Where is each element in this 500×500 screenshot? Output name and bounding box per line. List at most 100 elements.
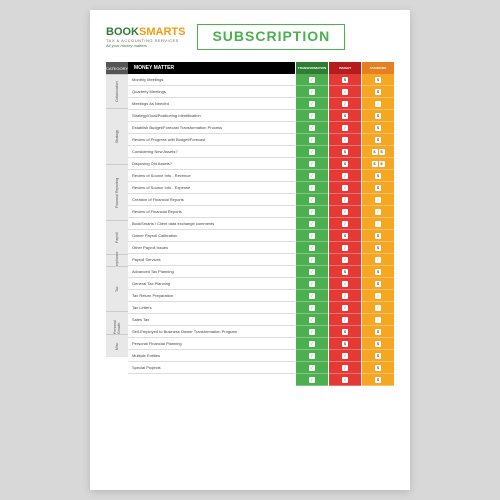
plan-cell: ✓ bbox=[296, 146, 328, 158]
plan-cell: ✓ bbox=[296, 122, 328, 134]
dollar-icon: $ bbox=[375, 233, 381, 239]
money-matter-cell: Sales Tax bbox=[128, 314, 295, 326]
plan-cell: ✓ bbox=[329, 254, 361, 266]
plan-cell: ✓ bbox=[296, 302, 328, 314]
dollar-icon: $ bbox=[375, 173, 381, 179]
money-matter-column: MONEY MATTERMonthly MeetingsQuarterly Me… bbox=[128, 62, 295, 386]
plan-cell: ✓ bbox=[296, 338, 328, 350]
check-icon: ✓ bbox=[309, 377, 315, 383]
dollar-icon: $ bbox=[342, 161, 348, 167]
check-icon: ✓ bbox=[342, 197, 348, 203]
plan-cell: ✓ bbox=[329, 98, 361, 110]
dollar-icon: $ bbox=[372, 149, 378, 155]
dollar-icon: $ bbox=[375, 365, 381, 371]
check-icon: ✓ bbox=[375, 209, 381, 215]
money-matter-cell: Creation of Financial Reports bbox=[128, 194, 295, 206]
check-icon: ✓ bbox=[342, 137, 348, 143]
dollar-icon: $ bbox=[342, 149, 348, 155]
money-matter-cell: Establish Budget/Forecast Transformation… bbox=[128, 122, 295, 134]
check-icon: ✓ bbox=[309, 221, 315, 227]
check-icon: ✓ bbox=[375, 221, 381, 227]
plan-cell: ✓ bbox=[329, 170, 361, 182]
plan-cell: ✓ bbox=[296, 182, 328, 194]
money-matter-cell: Meetings As Needed bbox=[128, 98, 295, 110]
plan-cell: ✓ bbox=[329, 374, 361, 386]
plan-cell: ✓ bbox=[329, 206, 361, 218]
check-icon: ✓ bbox=[342, 257, 348, 263]
plan-cell: $ bbox=[329, 146, 361, 158]
plan-cell: $ bbox=[362, 122, 394, 134]
check-icon: ✓ bbox=[342, 305, 348, 311]
check-icon: ✓ bbox=[309, 269, 315, 275]
plan-cell: $ bbox=[329, 266, 361, 278]
plan-cell: ✓ bbox=[296, 110, 328, 122]
plan-cell: ✓ bbox=[329, 122, 361, 134]
money-matter-cell: Review of Source Info - Expense bbox=[128, 182, 295, 194]
money-matter-cell: Other Payroll Issues bbox=[128, 242, 295, 254]
dollar-icon: $ bbox=[375, 329, 381, 335]
check-icon: ✓ bbox=[309, 305, 315, 311]
page: BOOKSMARTS TAX & ACCOUNTING SERVICES All… bbox=[90, 10, 410, 490]
check-icon: ✓ bbox=[342, 245, 348, 251]
plan-cell: ✓ bbox=[296, 98, 328, 110]
dollar-icon: $ bbox=[342, 113, 348, 119]
plan-cell: ✓ bbox=[296, 86, 328, 98]
check-icon: ✓ bbox=[309, 173, 315, 179]
category-header: CATEGORY bbox=[106, 62, 128, 74]
plan-cell: ✓ bbox=[296, 290, 328, 302]
money-matter-cell: Disposing Old Assets? bbox=[128, 158, 295, 170]
plan-cell: $ bbox=[362, 74, 394, 86]
check-icon: ✓ bbox=[309, 281, 315, 287]
money-matter-cell: Review of Source Info - Revenue bbox=[128, 170, 295, 182]
plan-cell: ✓ bbox=[296, 230, 328, 242]
plan-cell: $ bbox=[329, 338, 361, 350]
money-matter-cell: Review of Financial Reports bbox=[128, 206, 295, 218]
plan-cell: ✓ bbox=[329, 278, 361, 290]
plan-cell: ✓ bbox=[362, 98, 394, 110]
dollar-icon: $ bbox=[375, 377, 381, 383]
plan-cell: ✓ bbox=[296, 314, 328, 326]
check-icon: ✓ bbox=[309, 317, 315, 323]
plan-cell: ✓ bbox=[329, 290, 361, 302]
plan-cell: $$ bbox=[362, 158, 394, 170]
plan-header: INSIGHT bbox=[329, 62, 361, 74]
dollar-icon: $ bbox=[375, 353, 381, 359]
plan-cell: $ bbox=[329, 74, 361, 86]
plan-cell: ✓ bbox=[296, 362, 328, 374]
money-matter-cell: BookSmarts / Client data exchange commen… bbox=[128, 218, 295, 230]
plan-cell: $ bbox=[362, 170, 394, 182]
plan-cell: ✓ bbox=[329, 218, 361, 230]
check-icon: ✓ bbox=[342, 281, 348, 287]
page-title: SUBSCRIPTION bbox=[212, 28, 330, 44]
dollar-icon: $ bbox=[375, 137, 381, 143]
plan-cell: ✓ bbox=[329, 302, 361, 314]
category-column: CATEGORYCollaborationStrategyFinancial R… bbox=[106, 62, 128, 386]
check-icon: ✓ bbox=[309, 161, 315, 167]
plan-cell: ✓ bbox=[296, 134, 328, 146]
plan-cell: ✓ bbox=[296, 170, 328, 182]
plan-cell: ✓ bbox=[296, 254, 328, 266]
plan-cell: ✓ bbox=[329, 314, 361, 326]
logo: BOOKSMARTS TAX & ACCOUNTING SERVICES All… bbox=[106, 26, 185, 48]
money-matter-cell: Monthly Meetings bbox=[128, 74, 295, 86]
plan-cell: ✓ bbox=[329, 362, 361, 374]
plan-cell: $ bbox=[362, 326, 394, 338]
money-matter-cell: Quarterly Meetings bbox=[128, 86, 295, 98]
check-icon: ✓ bbox=[342, 173, 348, 179]
plan-cell: ✓ bbox=[296, 350, 328, 362]
check-icon: ✓ bbox=[309, 341, 315, 347]
category-cell: Misc. bbox=[106, 334, 128, 357]
check-icon: ✓ bbox=[309, 293, 315, 299]
plan-cell: $ bbox=[362, 362, 394, 374]
category-cell: Personal Growth bbox=[106, 311, 128, 334]
plan-cell: $ bbox=[362, 278, 394, 290]
check-icon: ✓ bbox=[342, 185, 348, 191]
plan-column: INSIGHT$✓✓$✓✓$$✓✓✓✓✓$✓✓$✓✓✓✓$$✓✓✓ bbox=[329, 62, 361, 386]
check-icon: ✓ bbox=[309, 113, 315, 119]
plan-cell: ✓ bbox=[329, 350, 361, 362]
plan-cell: ✓ bbox=[296, 242, 328, 254]
dollar-icon: $ bbox=[372, 161, 378, 167]
check-icon: ✓ bbox=[309, 329, 315, 335]
dollar-icon: $ bbox=[342, 269, 348, 275]
dollar-icon: $ bbox=[375, 125, 381, 131]
